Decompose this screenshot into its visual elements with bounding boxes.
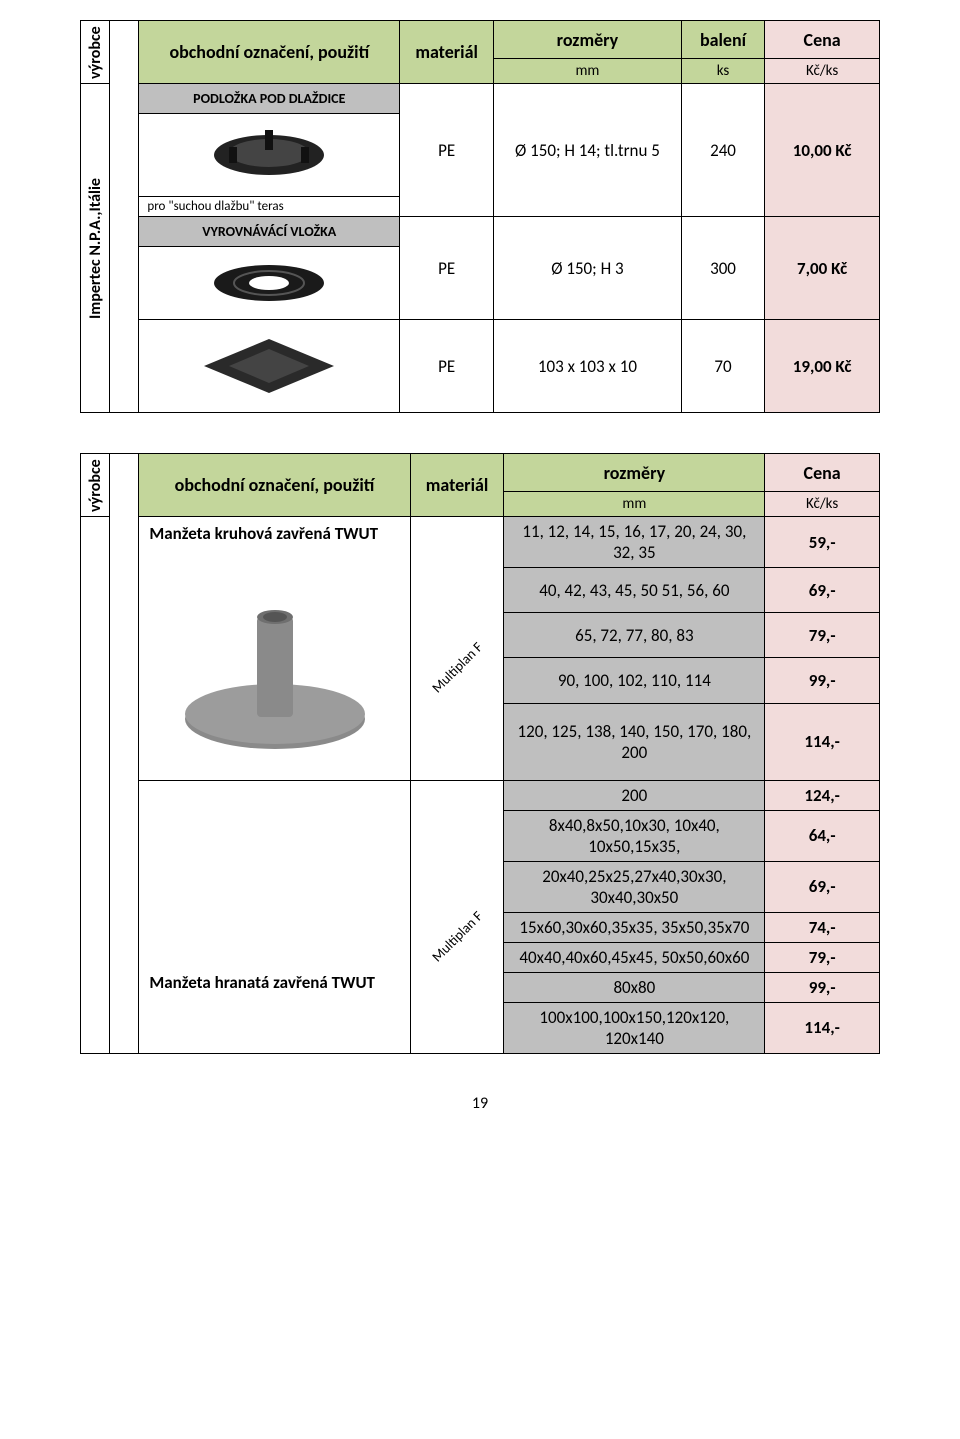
dim-1: Ø 150; H 14; tl.trnu 5	[494, 84, 682, 217]
col-price-header: Cena	[765, 21, 880, 59]
qty-2: 300	[681, 217, 764, 320]
t2b-price-2: 69,-	[765, 861, 880, 912]
page-number: 19	[80, 1094, 880, 1113]
mat-3: PE	[400, 320, 494, 413]
dim-2: Ø 150; H 3	[494, 217, 682, 320]
t2b-price-4: 79,-	[765, 942, 880, 972]
price-3: 19,00 Kč	[765, 320, 880, 413]
col-material-header: materiál	[400, 21, 494, 84]
t2a-dim-4: 120, 125, 138, 140, 150, 170, 180, 200	[504, 703, 765, 780]
note-1: pro "suchou dlažbu" teras	[139, 197, 400, 217]
t2a-dim-1: 40, 42, 43, 45, 50 51, 56, 60	[504, 568, 765, 613]
product1-name: Manžeta kruhová zavřená TWUT	[139, 517, 410, 568]
section1-title: PODLOŽKA POD DLAŽDICE	[139, 84, 400, 114]
t2b-price-6: 114,-	[765, 1002, 880, 1053]
t2a-dim-3: 90, 100, 102, 110, 114	[504, 658, 765, 703]
t2b-price-5: 99,-	[765, 972, 880, 1002]
t2a-price-4: 114,-	[765, 703, 880, 780]
col-pack-unit: ks	[681, 59, 764, 84]
material-tag-2: Multiplan F	[410, 780, 504, 1053]
t2b-dim-2: 20x40,25x25,27x40,30x30, 30x40,30x50	[504, 861, 765, 912]
product-image-2	[139, 247, 400, 320]
t2a-price-1: 69,-	[765, 568, 880, 613]
col-dim-header: rozměry	[494, 21, 682, 59]
col-name-header: obchodní označení, použití	[139, 21, 400, 84]
col-material-header-2: materiál	[410, 454, 504, 517]
col-dim-header-2: rozměry	[504, 454, 765, 492]
col-name-header-2: obchodní označení, použití	[139, 454, 410, 517]
price-2: 7,00 Kč	[765, 217, 880, 320]
t2b-price-3: 74,-	[765, 912, 880, 942]
t2a-price-0: 59,-	[765, 517, 880, 568]
col-price-unit: Kč/ks	[765, 59, 880, 84]
top-table: výrobce obchodní označení, použití mater…	[80, 20, 880, 413]
col-price-unit-2: Kč/ks	[765, 492, 880, 517]
t2b-dim-4: 40x40,40x60,45x45, 50x50,60x60	[504, 942, 765, 972]
t2b-price-0: 124,-	[765, 780, 880, 810]
dim-3: 103 x 103 x 10	[494, 320, 682, 413]
col-dim-unit: mm	[494, 59, 682, 84]
t2b-price-1: 64,-	[765, 810, 880, 861]
side-label-vyrobce-2: výrobce	[81, 454, 110, 517]
material-tag-1: Multiplan F	[410, 517, 504, 781]
mat-2: PE	[400, 217, 494, 320]
t2a-dim-0: 11, 12, 14, 15, 16, 17, 20, 24, 30, 32, …	[504, 517, 765, 568]
t2a-dim-2: 65, 72, 77, 80, 83	[504, 613, 765, 658]
price-1: 10,00 Kč	[765, 84, 880, 217]
t2b-dim-6: 100x100,100x150,120x120, 120x140	[504, 1002, 765, 1053]
qty-1: 240	[681, 84, 764, 217]
t2b-dim-1: 8x40,8x50,10x30, 10x40, 10x50,15x35,	[504, 810, 765, 861]
mat-1: PE	[400, 84, 494, 217]
product-image-1	[139, 114, 400, 197]
side-label-vyrobce: výrobce	[81, 21, 110, 84]
side-label-brand: Impertec N.P.A.,Itálie	[81, 84, 110, 413]
product1-image	[139, 568, 410, 781]
bottom-table: výrobce obchodní označení, použití mater…	[80, 453, 880, 1054]
col-price-header-2: Cena	[765, 454, 880, 492]
t2a-price-2: 79,-	[765, 613, 880, 658]
t2b-dim-5: 80x80	[504, 972, 765, 1002]
section2-title: VYROVNÁVÁCÍ VLOŽKA	[139, 217, 400, 247]
t2b-dim-0: 200	[504, 780, 765, 810]
product-image-3	[139, 320, 400, 413]
product2-name: Manžeta hranatá zavřená TWUT	[139, 780, 410, 1053]
t2b-dim-3: 15x60,30x60,35x35, 35x50,35x70	[504, 912, 765, 942]
t2a-price-3: 99,-	[765, 658, 880, 703]
qty-3: 70	[681, 320, 764, 413]
col-dim-unit-2: mm	[504, 492, 765, 517]
col-pack-header: balení	[681, 21, 764, 59]
